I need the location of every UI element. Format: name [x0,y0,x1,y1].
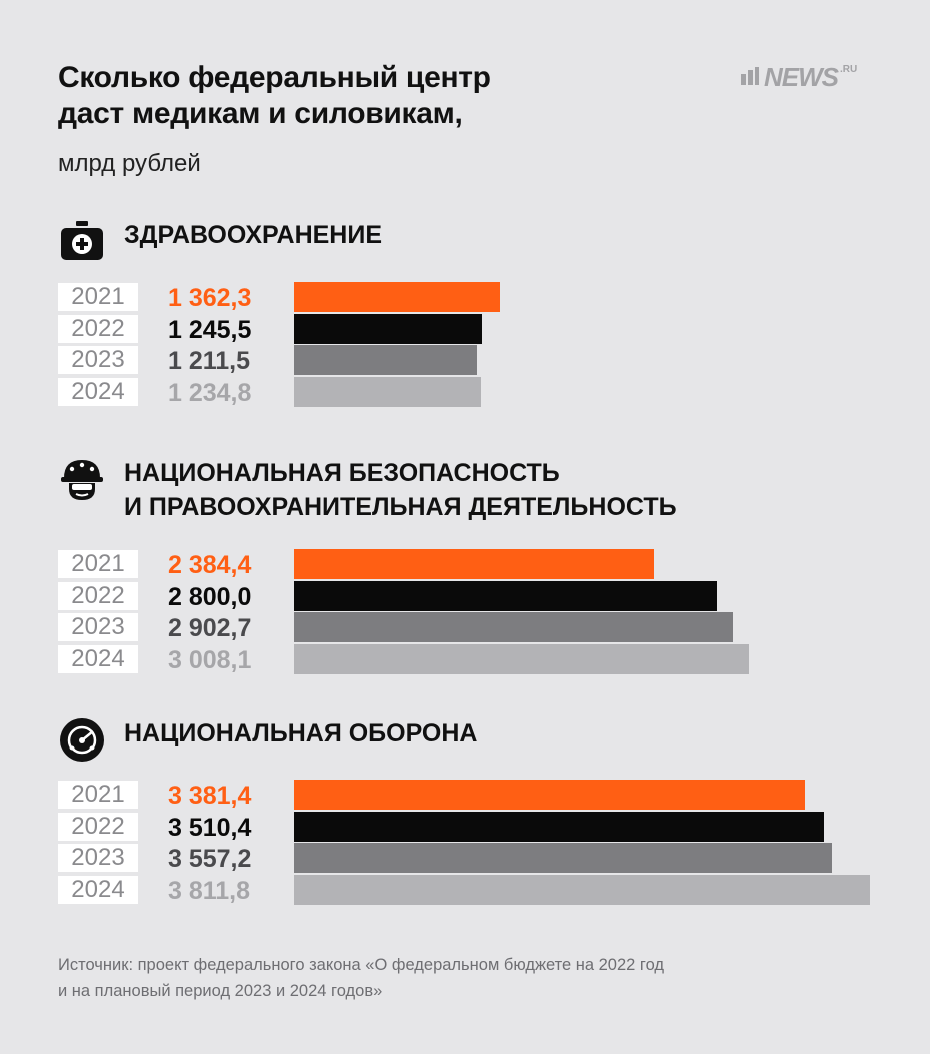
bar [294,549,654,579]
section-header-security: НАЦИОНАЛЬНАЯ БЕЗОПАСНОСТЬ И ПРАВООХРАНИТ… [58,456,677,524]
bar [294,345,477,375]
first-aid-kit-icon [58,218,106,266]
data-label: 3 557,2 [168,845,252,873]
year-label: 2022 [58,812,138,841]
data-label: 3 381,4 [168,782,252,810]
bar [294,376,481,407]
year-label: 2021 [58,781,138,809]
section-title-line: И ПРАВООХРАНИТЕЛЬНАЯ ДЕЯТЕЛЬНОСТЬ [124,493,677,521]
source-line: и на плановый период 2023 и 2024 годов» [58,982,383,1000]
chart-title-line: даст медикам и силовикам, [58,97,463,130]
bar [294,580,717,611]
year-label: 2024 [58,377,138,406]
news-logo: NEWS .RU [740,62,857,93]
source-note: Источник: проект федерального закона «О … [58,952,664,1004]
data-label: 1 362,3 [168,284,252,312]
data-label: 3 510,4 [168,813,252,842]
bar [294,874,870,905]
news-logo-suffix: .RU [840,64,858,75]
news-logo-icon [741,67,759,85]
year-label: 2023 [58,844,138,872]
data-label: 2 902,7 [168,614,252,642]
section-title-defense: НАЦИОНАЛЬНАЯ ОБОРОНА [124,716,478,750]
year-label: 2022 [58,581,138,610]
bar [294,780,805,810]
section-title-line: ЗДРАВООХРАНЕНИЕ [124,221,383,249]
section-title-security: НАЦИОНАЛЬНАЯ БЕЗОПАСНОСТЬ И ПРАВООХРАНИТ… [124,456,677,524]
bar [294,843,832,873]
data-label: 3 811,8 [168,876,251,905]
data-label: 1 245,5 [168,315,252,344]
section-header-health: ЗДРАВООХРАНЕНИЕ [58,218,382,266]
data-label: 2 384,4 [168,551,252,579]
year-label: 2023 [58,613,138,641]
data-label: 1 234,8 [168,378,252,407]
radar-icon [58,716,106,764]
bar [294,612,733,642]
data-label: 3 008,1 [168,645,252,674]
section-title-line: НАЦИОНАЛЬНАЯ БЕЗОПАСНОСТЬ [124,459,560,487]
bar [294,282,500,312]
year-label: 2023 [58,346,138,374]
police-helmet-icon [58,456,106,504]
chart-title: Сколько федеральный центр даст медикам и… [58,60,491,132]
year-label: 2021 [58,550,138,578]
year-label: 2022 [58,314,138,343]
bar [294,811,824,842]
source-line: Источник: проект федерального закона «О … [58,956,665,974]
bar [294,643,749,674]
chart-subtitle: млрд рублей [58,150,201,177]
chart-title-line: Сколько федеральный центр [58,61,491,94]
year-label: 2024 [58,644,138,673]
section-title-health: ЗДРАВООХРАНЕНИЕ [124,218,382,252]
year-label: 2021 [58,283,138,311]
data-label: 1 211,5 [168,347,251,375]
section-title-line: НАЦИОНАЛЬНАЯ ОБОРОНА [124,719,478,747]
year-label: 2024 [58,875,138,904]
section-header-defense: НАЦИОНАЛЬНАЯ ОБОРОНА [58,716,478,764]
bar [294,313,482,344]
news-logo-text: NEWS [764,62,839,92]
data-label: 2 800,0 [168,582,252,611]
